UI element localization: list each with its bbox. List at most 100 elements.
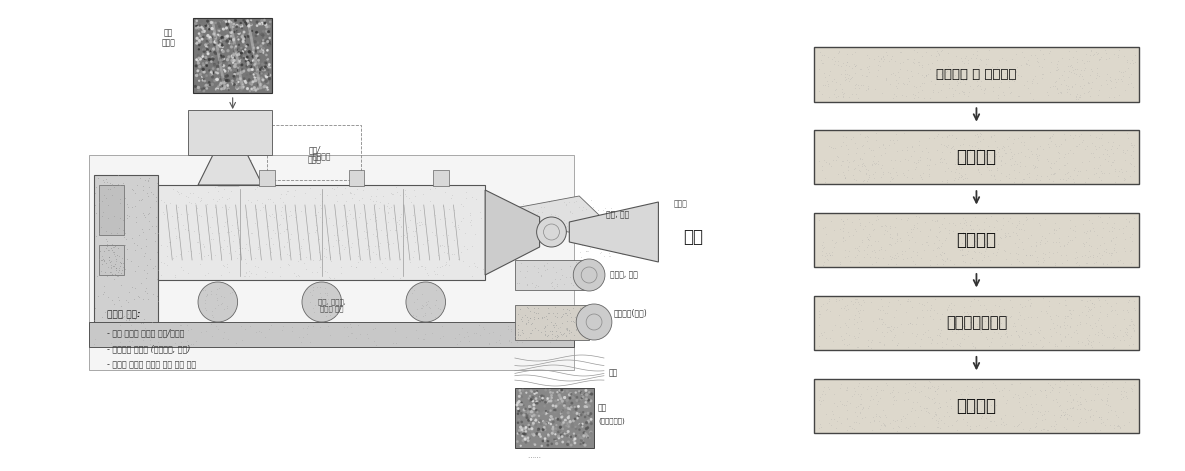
Point (597, 228, 616, 236)
Point (954, 322, 973, 329)
Point (866, 385, 885, 392)
Point (1081, 131, 1100, 139)
Point (859, 342, 878, 349)
Point (957, 399, 976, 407)
Point (201, 47, 220, 54)
Point (539, 395, 558, 402)
Point (1046, 238, 1065, 246)
Point (1045, 425, 1064, 433)
Point (514, 406, 533, 414)
Point (936, 68, 955, 76)
Point (579, 421, 598, 428)
Point (571, 328, 590, 335)
Point (1089, 153, 1108, 160)
Point (260, 75, 278, 82)
Point (219, 65, 238, 72)
Point (1007, 69, 1026, 76)
Point (953, 251, 972, 259)
Point (871, 425, 890, 433)
Point (433, 323, 451, 330)
Point (877, 48, 896, 56)
Point (207, 76, 226, 83)
Point (848, 343, 867, 351)
Point (325, 200, 344, 207)
Point (1072, 138, 1091, 146)
Point (859, 402, 878, 410)
Point (920, 394, 939, 402)
Point (491, 240, 510, 248)
Point (997, 172, 1016, 179)
Point (838, 301, 857, 309)
Point (1114, 224, 1133, 231)
Point (470, 321, 489, 329)
Point (924, 383, 943, 391)
Point (1080, 242, 1098, 249)
Point (201, 288, 220, 295)
Point (109, 268, 128, 276)
Point (1093, 330, 1112, 337)
Point (1125, 382, 1144, 389)
Point (226, 61, 245, 68)
Point (838, 398, 857, 405)
Point (1109, 167, 1128, 175)
Point (238, 121, 257, 129)
Point (231, 84, 250, 91)
Point (166, 271, 185, 278)
Point (907, 321, 925, 328)
Point (544, 402, 563, 409)
Point (931, 416, 950, 423)
Point (192, 212, 211, 220)
Point (569, 403, 588, 410)
Point (1072, 252, 1091, 260)
Point (893, 328, 912, 336)
Point (568, 312, 587, 319)
Point (199, 188, 218, 196)
Point (1063, 236, 1082, 244)
Point (974, 74, 993, 81)
Point (515, 411, 534, 419)
Point (132, 279, 150, 286)
Point (236, 244, 255, 252)
Point (929, 399, 948, 407)
Point (513, 401, 532, 409)
Point (100, 256, 118, 264)
Point (396, 186, 415, 194)
Point (973, 135, 992, 143)
Point (128, 310, 147, 318)
Point (899, 77, 918, 85)
Point (555, 402, 574, 409)
Point (366, 341, 385, 349)
Point (94, 255, 113, 262)
Point (1059, 388, 1078, 396)
Point (521, 416, 540, 423)
Point (845, 63, 864, 70)
Point (203, 142, 222, 150)
Point (1026, 238, 1045, 245)
Point (518, 236, 537, 244)
Point (248, 30, 267, 37)
Point (212, 80, 231, 87)
Point (929, 332, 948, 339)
Point (897, 80, 916, 88)
Point (430, 242, 449, 249)
Point (833, 93, 852, 101)
Point (147, 275, 166, 283)
Point (911, 335, 930, 342)
Point (552, 414, 571, 421)
Point (822, 55, 841, 63)
Point (1059, 412, 1078, 419)
Point (172, 322, 191, 329)
Point (968, 165, 987, 172)
Point (204, 45, 223, 53)
Point (222, 156, 241, 163)
Point (256, 37, 275, 44)
Point (233, 46, 252, 54)
Point (140, 184, 159, 191)
Point (883, 136, 902, 144)
Point (1100, 55, 1119, 62)
Point (312, 204, 331, 212)
Point (198, 22, 217, 30)
Point (927, 53, 946, 60)
Point (572, 396, 591, 403)
Point (117, 256, 136, 263)
